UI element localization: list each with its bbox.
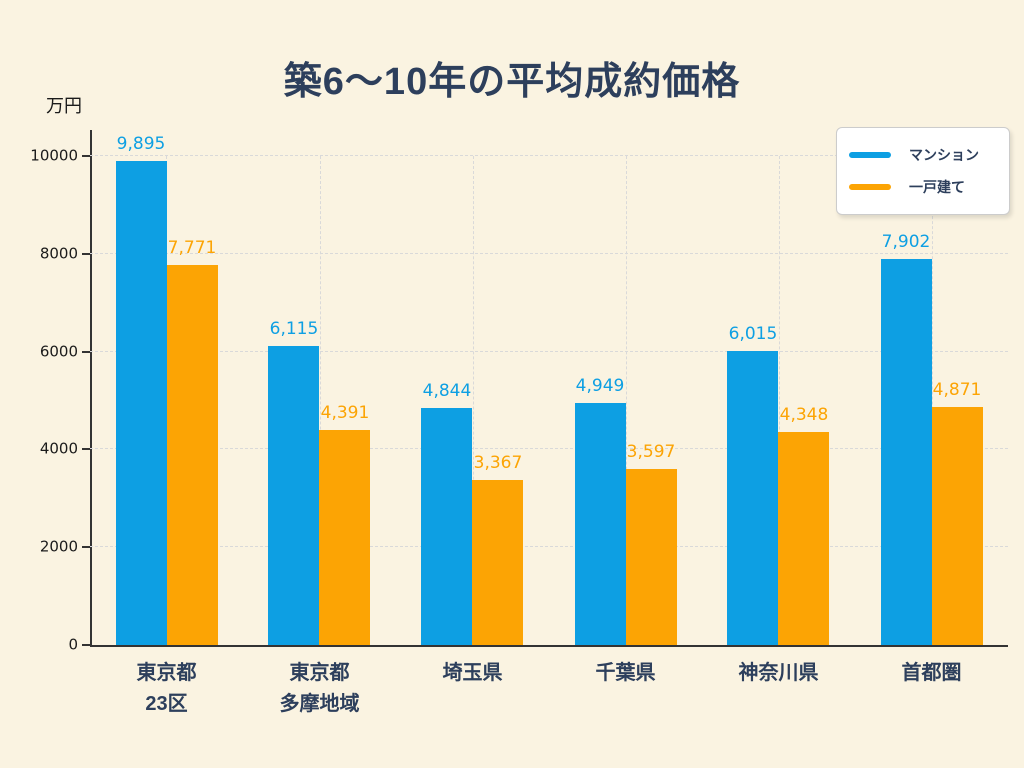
y-tick-label: 0	[68, 635, 78, 654]
bar-value-label: 6,115	[269, 318, 319, 339]
x-category-label: 埼玉県	[442, 662, 503, 684]
x-category-label: 神奈川県	[738, 662, 819, 684]
y-tick-label: 6000	[39, 342, 78, 361]
bar	[421, 408, 473, 645]
x-gridline	[472, 156, 474, 645]
bar-value-label: 7,902	[881, 231, 931, 252]
bar-value-label: 7,771	[167, 238, 217, 258]
bar	[268, 345, 320, 645]
bar-group: 9,895 7,771	[90, 134, 243, 645]
y-tick-mark	[82, 155, 90, 157]
bar-group: 4,844 3,367	[396, 156, 549, 645]
y-axis-unit-label: 万円	[46, 96, 82, 116]
x-category-label: 首都圏	[901, 662, 962, 684]
y-tick-label: 8000	[39, 244, 78, 263]
bar-value-label: 4,348	[779, 405, 829, 426]
x-category-label: 千葉県	[595, 662, 656, 684]
bar-value-label: 4,391	[320, 403, 370, 424]
y-gridline	[90, 350, 1008, 352]
y-tick-label: 10000	[30, 146, 78, 165]
bar-slot: 3,597	[625, 156, 677, 645]
bar-slot: 4,844	[421, 156, 473, 645]
bar	[574, 403, 626, 645]
y-tick-mark	[82, 350, 90, 353]
x-category-label: 東京都 多摩地域	[279, 662, 360, 715]
legend-label: マンション	[909, 146, 979, 163]
legend-item: マンション	[849, 145, 997, 165]
bar	[472, 480, 524, 645]
bar	[319, 430, 371, 645]
bar-slot: 4,871	[931, 156, 983, 645]
legend: マンション 一戸建て	[836, 127, 1010, 215]
y-tick-label: 4000	[39, 439, 78, 458]
legend-item: 一戸建て	[849, 177, 997, 197]
bar-slot: 6,015	[727, 156, 779, 645]
plot-area: 0 2000 4000 6000 8000 10000 9,895 7,771 6,115 4,3…	[30, 134, 1008, 652]
bar-slot: 3,367	[472, 156, 524, 645]
y-axis-spine	[90, 130, 92, 645]
y-gridline	[90, 546, 1008, 548]
bar-slot: 4,949	[574, 156, 626, 645]
y-tick-mark	[82, 546, 90, 549]
y-tick-label: 2000	[39, 537, 78, 556]
bar-group: 7,902 4,871	[855, 156, 1008, 645]
y-tick-mark	[82, 252, 90, 255]
bar	[166, 265, 218, 645]
x-gridline	[778, 156, 780, 645]
bar-slot: 7,771	[166, 156, 218, 645]
bar-slot: 4,391	[319, 156, 371, 645]
y-gridline	[90, 155, 1008, 156]
bar-slot: 4,348	[778, 156, 830, 645]
legend-label: 一戸建て	[909, 179, 965, 196]
x-gridline	[931, 156, 933, 645]
bar-group: 6,015 4,348	[702, 156, 855, 645]
bar-value-label: 4,844	[422, 381, 472, 402]
bar-group: 6,115 4,391	[243, 156, 396, 645]
bar-slot: 6,115	[268, 156, 320, 645]
legend-swatch-icon	[849, 184, 891, 191]
bar-value-label: 3,367	[473, 453, 523, 474]
y-tick-mark	[82, 448, 90, 451]
bar-value-label: 4,949	[575, 376, 625, 396]
bar	[115, 161, 167, 645]
bar	[778, 432, 830, 645]
bar-value-label: 9,895	[116, 134, 166, 155]
x-category-label: 東京都 23区	[136, 662, 197, 715]
bar-slot: 9,895	[115, 134, 167, 645]
bar-group: 4,949 3,597	[549, 156, 702, 645]
bar	[880, 258, 932, 645]
bar-value-label: 3,597	[626, 442, 676, 463]
bar-slot: 7,902	[880, 156, 932, 645]
x-axis-labels: 東京都 23区 東京都 多摩地域 埼玉県 千葉県 神奈川県 首都圏	[90, 658, 1008, 720]
x-gridline	[319, 156, 321, 645]
bar-value-label: 4,871	[932, 379, 982, 400]
chart-title: 築6〜10年の平均成約価格	[283, 61, 741, 103]
bar	[931, 406, 983, 645]
bar-value-label: 6,015	[728, 323, 778, 344]
bar	[625, 469, 677, 645]
x-gridline	[625, 156, 627, 645]
bar	[727, 350, 779, 645]
y-gridline	[90, 252, 1008, 254]
legend-swatch-icon	[849, 151, 891, 158]
y-gridline	[90, 448, 1008, 450]
y-tick-mark	[82, 644, 90, 646]
